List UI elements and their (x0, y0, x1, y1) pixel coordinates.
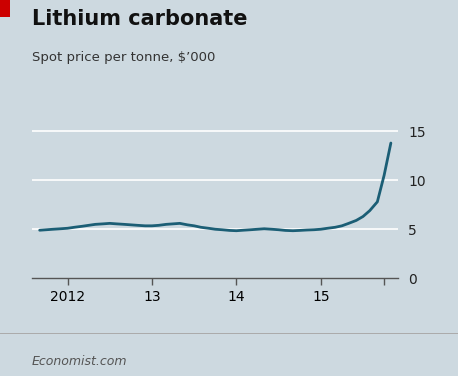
Text: Lithium carbonate: Lithium carbonate (32, 9, 248, 29)
Text: Spot price per tonne, $’000: Spot price per tonne, $’000 (32, 51, 215, 64)
Text: Economist.com: Economist.com (32, 355, 128, 368)
